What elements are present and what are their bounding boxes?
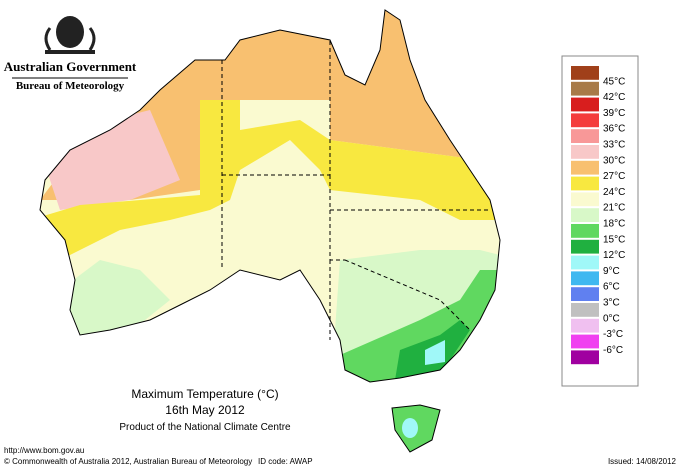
legend-swatch	[571, 129, 599, 143]
bureau: Bureau of Meteorology	[16, 80, 125, 92]
legend: 45°C 42°C 39°C 36°C 33°C 30°C 27°C 24°C 21°C 18°C…	[561, 55, 639, 387]
legend-label: 3°C	[603, 298, 620, 309]
legend-label: 12°C	[603, 250, 625, 261]
coastline	[39, 9, 501, 383]
legend-label: 45°C	[603, 76, 625, 87]
legend-label: 27°C	[603, 171, 625, 182]
legend-label: 9°C	[603, 266, 620, 277]
legend-label: 33°C	[603, 140, 625, 151]
legend-swatch	[571, 239, 599, 254]
legend-label: 39°C	[603, 108, 625, 119]
copyright: © Commonwealth of Australia 2012, Austra…	[4, 457, 252, 466]
legend-swatch	[571, 66, 599, 80]
tasmania-cold	[402, 418, 418, 438]
legend-label: 42°C	[603, 92, 625, 103]
legend-label: 15°C	[603, 234, 625, 245]
legend-label: 24°C	[603, 187, 625, 198]
legend-swatch	[571, 350, 599, 365]
agency: Australian Government	[4, 59, 137, 74]
legend-swatch	[571, 192, 599, 207]
legend-label: 36°C	[603, 124, 625, 135]
legend-swatch	[571, 160, 599, 175]
legend-label: 6°C	[603, 282, 620, 293]
id-code: ID code: AWAP	[258, 457, 313, 466]
legend-swatch	[571, 255, 599, 270]
legend-swatch	[571, 97, 599, 112]
legend-swatch	[571, 81, 599, 96]
legend-label: -6°C	[603, 345, 623, 356]
legend-swatch	[571, 176, 599, 191]
map-title: Maximum Temperature (°C)	[131, 387, 278, 401]
legend-label: 0°C	[603, 313, 620, 324]
map-date: 16th May 2012	[165, 403, 245, 417]
legend-label: 18°C	[603, 219, 625, 230]
legend-swatch	[571, 271, 599, 286]
legend-swatch	[571, 303, 599, 317]
state-borders	[221, 40, 490, 340]
map-product: Product of the National Climate Centre	[119, 422, 291, 433]
legend-swatch	[571, 287, 599, 301]
url: http://www.bom.gov.au	[4, 446, 84, 455]
legend-label: -3°C	[603, 329, 623, 340]
legend-swatch	[571, 113, 599, 128]
legend-label: 30°C	[603, 155, 625, 166]
legend-swatch	[571, 334, 599, 349]
legend-swatch	[571, 145, 599, 159]
coat-of-arms	[44, 16, 96, 54]
legend-swatch	[571, 208, 599, 222]
legend-label: 21°C	[603, 203, 625, 214]
legend-swatch	[571, 318, 599, 333]
issued: Issued: 14/08/2012	[608, 457, 677, 466]
legend-swatch	[571, 224, 599, 238]
